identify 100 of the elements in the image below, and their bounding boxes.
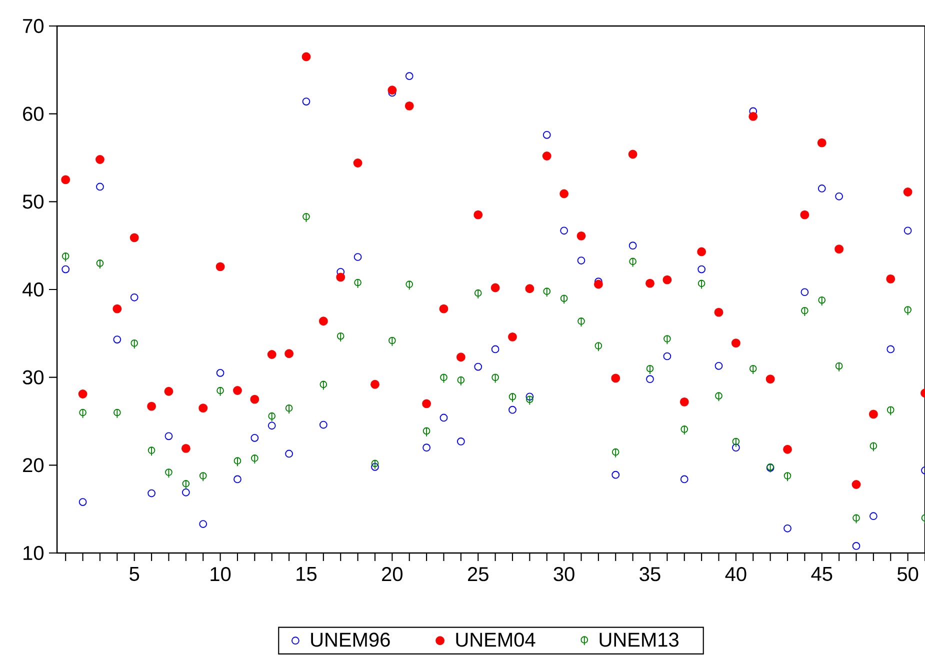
point bbox=[526, 392, 534, 401]
point bbox=[732, 444, 740, 452]
point bbox=[336, 272, 346, 282]
point bbox=[388, 336, 396, 346]
point bbox=[62, 252, 70, 262]
point bbox=[870, 512, 878, 520]
point bbox=[612, 448, 620, 458]
point bbox=[697, 247, 706, 256]
point bbox=[784, 524, 792, 532]
point bbox=[456, 352, 466, 362]
x-tick-label: 45 bbox=[811, 567, 832, 581]
x-tick-label: 30 bbox=[554, 567, 574, 582]
legend-label: UNEM13 bbox=[600, 632, 678, 647]
x-tick-label: 50 bbox=[897, 567, 918, 582]
x-tick-label: 35 bbox=[640, 567, 660, 582]
point bbox=[113, 336, 122, 344]
point bbox=[182, 488, 190, 496]
point bbox=[268, 422, 276, 430]
point bbox=[646, 364, 654, 374]
point bbox=[96, 155, 104, 164]
point bbox=[370, 380, 380, 389]
point bbox=[96, 182, 104, 191]
point bbox=[560, 226, 568, 235]
point bbox=[783, 444, 792, 454]
point bbox=[113, 408, 121, 418]
point bbox=[542, 152, 552, 160]
point bbox=[664, 334, 671, 345]
x-tick-label: 20 bbox=[382, 567, 402, 582]
point bbox=[474, 289, 482, 299]
point bbox=[199, 472, 207, 482]
point bbox=[285, 450, 293, 458]
point bbox=[852, 480, 861, 489]
point bbox=[130, 339, 138, 349]
point bbox=[164, 432, 173, 440]
point bbox=[611, 374, 620, 383]
x-tick-label: 10 bbox=[210, 567, 231, 582]
point bbox=[234, 475, 242, 484]
point bbox=[731, 338, 740, 348]
point bbox=[405, 72, 414, 80]
point bbox=[422, 427, 430, 437]
point bbox=[422, 444, 430, 452]
point bbox=[629, 258, 636, 268]
point bbox=[578, 317, 585, 327]
point bbox=[698, 265, 706, 274]
point bbox=[784, 472, 792, 482]
point bbox=[886, 406, 894, 416]
point bbox=[268, 412, 276, 422]
point bbox=[457, 376, 465, 386]
point bbox=[61, 175, 70, 184]
point bbox=[284, 349, 294, 358]
point bbox=[148, 446, 156, 456]
point bbox=[267, 350, 276, 359]
point bbox=[474, 362, 482, 371]
point bbox=[216, 386, 224, 396]
point bbox=[112, 304, 122, 314]
point bbox=[404, 101, 414, 110]
x-tick-label: 5 bbox=[130, 567, 140, 581]
point bbox=[440, 373, 448, 384]
y-tick-label: 30 bbox=[22, 370, 44, 384]
point bbox=[78, 498, 87, 506]
point bbox=[835, 362, 843, 372]
point bbox=[456, 438, 465, 446]
point bbox=[680, 397, 689, 406]
point bbox=[800, 210, 810, 220]
point bbox=[576, 231, 586, 240]
point bbox=[868, 410, 878, 419]
point bbox=[302, 98, 310, 106]
point bbox=[371, 462, 379, 471]
point bbox=[560, 189, 569, 198]
y-tick-label: 10 bbox=[24, 546, 44, 560]
point bbox=[79, 408, 86, 418]
y-tick-label: 70 bbox=[23, 18, 44, 34]
x-tick-label: 25 bbox=[468, 567, 488, 582]
point bbox=[216, 368, 224, 377]
point bbox=[492, 373, 499, 384]
point bbox=[354, 278, 362, 288]
point bbox=[646, 278, 654, 288]
point bbox=[577, 256, 586, 264]
point bbox=[199, 520, 208, 528]
point bbox=[732, 438, 740, 448]
point bbox=[698, 279, 706, 290]
point bbox=[182, 480, 190, 490]
x-tick-label: 15 bbox=[296, 567, 317, 581]
point bbox=[628, 150, 638, 159]
point bbox=[406, 280, 414, 290]
point bbox=[818, 296, 826, 306]
point bbox=[164, 386, 174, 396]
point bbox=[508, 406, 516, 414]
point bbox=[319, 420, 328, 429]
point bbox=[852, 514, 860, 524]
point bbox=[525, 284, 534, 294]
point bbox=[216, 262, 225, 272]
point bbox=[388, 86, 397, 95]
y-tick-label: 60 bbox=[23, 106, 44, 121]
point bbox=[371, 460, 379, 470]
point bbox=[148, 489, 156, 498]
point bbox=[886, 274, 896, 284]
point bbox=[612, 470, 620, 479]
point bbox=[834, 244, 844, 254]
point bbox=[904, 306, 912, 316]
